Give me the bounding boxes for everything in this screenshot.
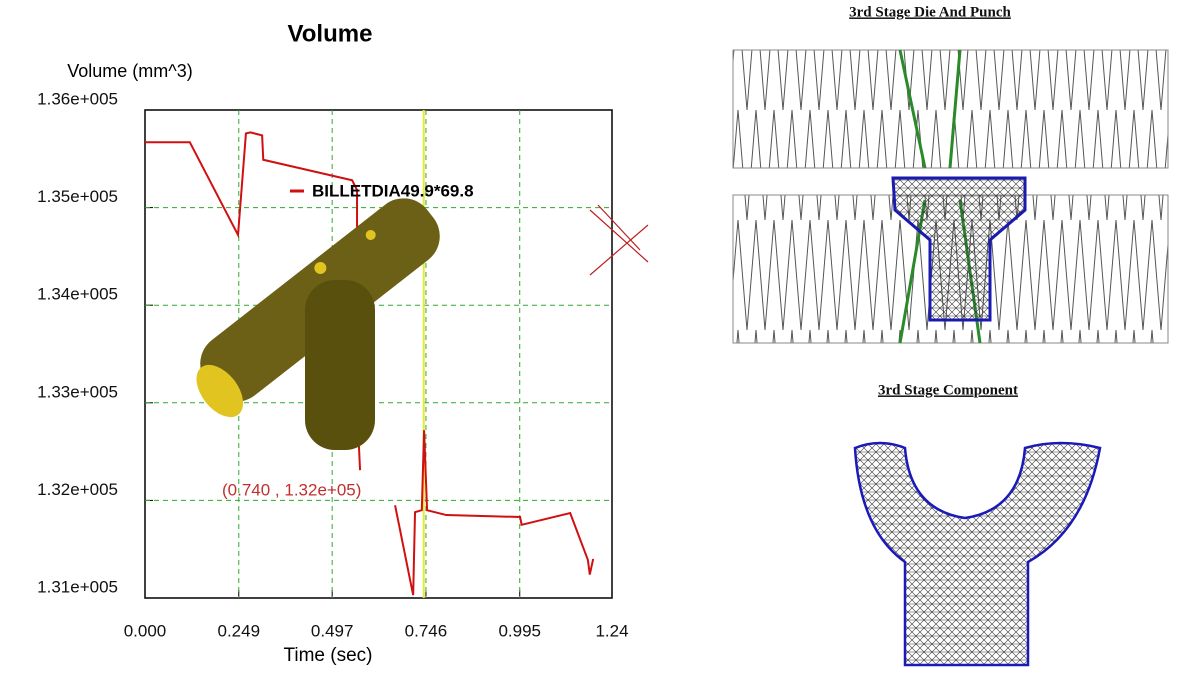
component-image [853, 441, 1102, 667]
x-tick-label: 0.249 [218, 621, 261, 640]
plot: 1.31e+005 1.32e+005 1.33e+005 1.34e+005 1.35… [37, 89, 628, 640]
legend-label: BILLETDIA49.9*69.8 [312, 181, 474, 200]
chart-title: Volume [288, 20, 373, 47]
y-axis-label: Volume (mm^3) [67, 61, 192, 81]
x-tick-label: 0.995 [498, 621, 541, 640]
billet-image [196, 198, 440, 450]
die-image [732, 49, 1169, 344]
annotation: (0.740 , 1.32e+05) [222, 480, 361, 499]
caption: 3rd Stage Component [878, 382, 1018, 398]
x-axis-label: Time (sec) [283, 645, 372, 666]
y-tick-label: 1.34e+005 [37, 285, 118, 304]
y-tick-label: 1.36e+005 [37, 89, 118, 108]
x-tick-label: 0.746 [405, 621, 448, 640]
y-tick-label: 1.33e+005 [37, 382, 118, 401]
y-tick-label: 1.32e+005 [37, 480, 118, 499]
y-tick-label: 1.35e+005 [37, 187, 118, 206]
x-tick-label: 1.24 [595, 621, 628, 640]
x-tick-label: 0.000 [124, 621, 167, 640]
x-tick-label: 0.497 [311, 621, 354, 640]
clipped-graphic [589, 204, 649, 276]
y-tick-label: 1.31e+005 [37, 577, 118, 596]
caption: 3rd Stage Die And Punch [849, 4, 1011, 20]
